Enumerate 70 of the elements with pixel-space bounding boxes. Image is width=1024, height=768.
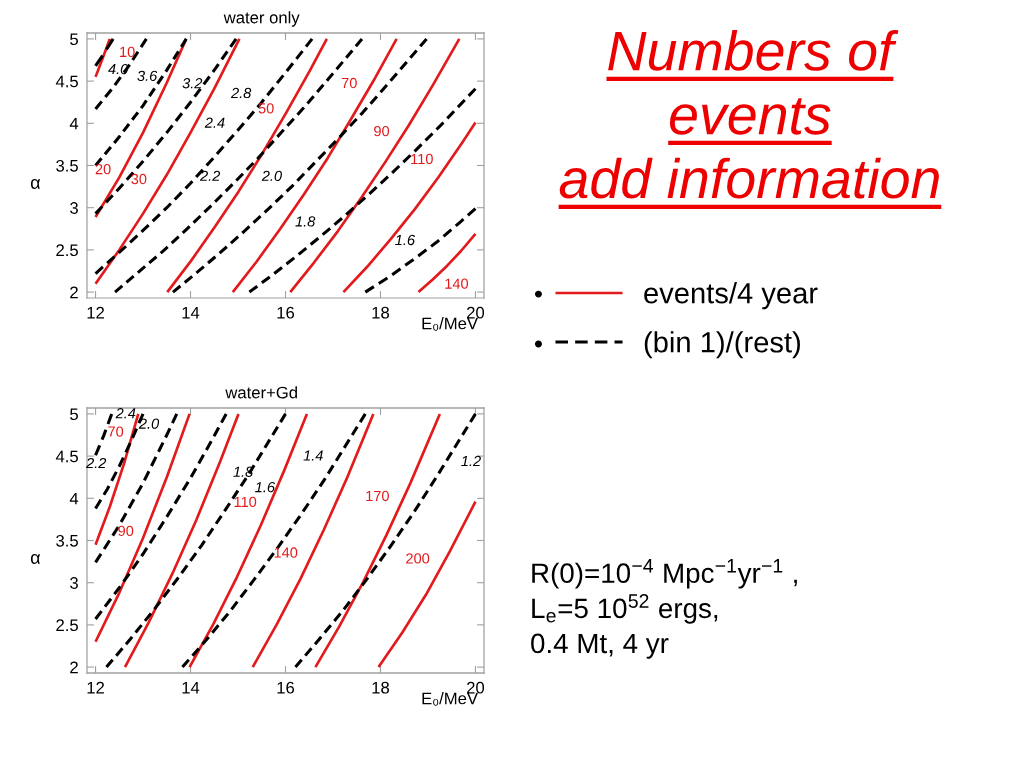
- annotation: 1.4: [303, 450, 323, 461]
- text: Numbers of events add information: [559, 30, 939, 199]
- annotation: 1.2: [461, 455, 481, 466]
- y-tick-label: 2: [70, 286, 78, 299]
- line-series: [342, 121, 477, 294]
- annotation: 2.4: [115, 408, 136, 419]
- annotation: 2.0: [261, 170, 282, 182]
- y-tick-label: 2.5: [56, 619, 78, 632]
- line-series: [180, 412, 367, 669]
- annotation: 2.2: [199, 170, 221, 181]
- chart-title: water+Gd: [225, 386, 297, 399]
- y-tick-label: 5: [70, 408, 78, 421]
- annotation: 170: [366, 490, 389, 502]
- annotation: 1.6: [395, 234, 416, 246]
- text: 0.4 Mt, 4 yr: [531, 633, 669, 659]
- annotation: 30: [131, 173, 147, 185]
- y-tick-label: 2: [70, 661, 78, 674]
- annotation: 110: [234, 496, 257, 508]
- y-axis-title: α: [30, 554, 41, 564]
- chart-title: water only: [223, 11, 300, 27]
- x-tick-label: 12: [87, 306, 104, 319]
- line-series: [363, 207, 477, 294]
- annotation: 50: [258, 103, 274, 114]
- text: L$_{e}$=5 10$^{52}$ ergs,: [532, 594, 718, 624]
- y-tick-label: 4.5: [55, 450, 78, 463]
- x-tick-label: 16: [277, 306, 295, 319]
- x-tick-label: 20: [467, 306, 485, 319]
- y-tick-label: 4.5: [55, 75, 78, 88]
- annotation: 20: [95, 163, 111, 175]
- annotation: 90: [374, 125, 390, 137]
- annotation: 90: [118, 525, 134, 536]
- annotation: 200: [406, 553, 430, 564]
- y-tick-label: 5: [70, 33, 78, 46]
- annotation: 110: [411, 153, 433, 165]
- annotation: 140: [274, 547, 298, 558]
- annotation: 2.0: [138, 418, 160, 429]
- annotation: 70: [341, 77, 357, 89]
- annotation: 140: [445, 278, 469, 289]
- y-tick-label: 3.5: [56, 159, 78, 172]
- x-axis-title: E₀/MeV: [422, 692, 478, 706]
- annotation: 3.2: [182, 78, 203, 89]
- annotation: 3.6: [137, 70, 158, 82]
- x-tick-label: 18: [372, 681, 390, 694]
- x-tick-label: 16: [277, 681, 295, 694]
- line-series: [377, 500, 477, 669]
- annotation: 2.8: [230, 87, 252, 99]
- y-tick-label: 3.5: [56, 534, 78, 547]
- line-series: [94, 37, 314, 276]
- y-tick-label: 3: [70, 202, 78, 214]
- line-series: [417, 232, 477, 294]
- x-tick-label: 14: [182, 681, 200, 694]
- annotation: 1.6: [255, 481, 276, 493]
- x-tick-label: 14: [182, 306, 200, 319]
- y-tick-label: 4: [69, 117, 79, 130]
- y-tick-label: 4: [69, 492, 79, 505]
- annotation: 2.2: [86, 457, 107, 469]
- x-tick-label: 20: [467, 681, 485, 694]
- x-tick-label: 12: [87, 681, 104, 694]
- annotation: 70: [108, 426, 124, 437]
- x-axis-title: E₀/MeV: [422, 317, 478, 331]
- x-tick-label: 18: [372, 306, 390, 319]
- y-axis-title: α: [30, 179, 41, 189]
- legend-label: (bin 1)/(rest): [644, 331, 800, 359]
- legend-label: events/4 year: [644, 282, 818, 310]
- annotation: 2.4: [204, 117, 225, 128]
- y-tick-label: 2.5: [56, 244, 78, 257]
- y-tick-label: 3: [70, 577, 78, 589]
- annotation: 1.8: [295, 216, 316, 227]
- line-series: [165, 37, 329, 294]
- annotation: 10: [120, 46, 135, 58]
